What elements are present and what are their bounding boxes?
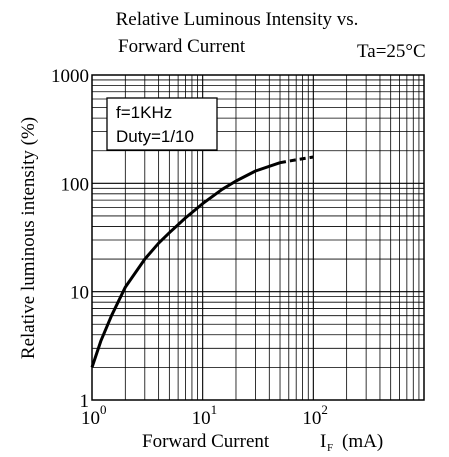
annotation-line-1: f=1KHz [116,103,172,122]
y-tick-label: 10 [70,283,89,304]
x-axis-label-symbol-sub: F [327,442,333,454]
x-tick-label-exponent: 2 [321,402,328,417]
y-tick-label: 1 [80,391,90,412]
x-tick-label-exponent: 0 [100,402,107,417]
annotation-line-2: Duty=1/10 [116,127,194,146]
x-tick-label: 10 [81,408,100,429]
x-axis-label-symbol: I [320,431,326,452]
x-tick-label-exponent: 1 [211,402,218,417]
condition-label: Ta=25°C [357,41,426,62]
x-tick-label: 10 [192,408,211,429]
x-tick-label: 10 [302,408,321,429]
series-line-dashed [279,155,314,165]
chart-title-line-1: Relative Luminous Intensity vs. [116,9,359,30]
x-axis-label-text: Forward Current [142,431,270,452]
y-axis-label: Relative luminous intensity (%) [18,117,39,359]
y-tick-labels: 1 10 100 1000 [51,66,89,412]
y-tick-label: 100 [61,174,90,195]
annotation-box [106,97,218,151]
data-series [90,155,314,368]
plot-frame [91,74,425,401]
x-tick-labels: 10 0 10 1 10 2 [81,402,328,429]
chart-title-line-2: Forward Current [118,36,246,57]
x-axis-label: Forward Current I F (mA) [142,431,383,454]
x-axis-label-unit: (mA) [342,431,383,452]
series-line [90,161,281,368]
y-tick-label: 1000 [51,66,89,87]
